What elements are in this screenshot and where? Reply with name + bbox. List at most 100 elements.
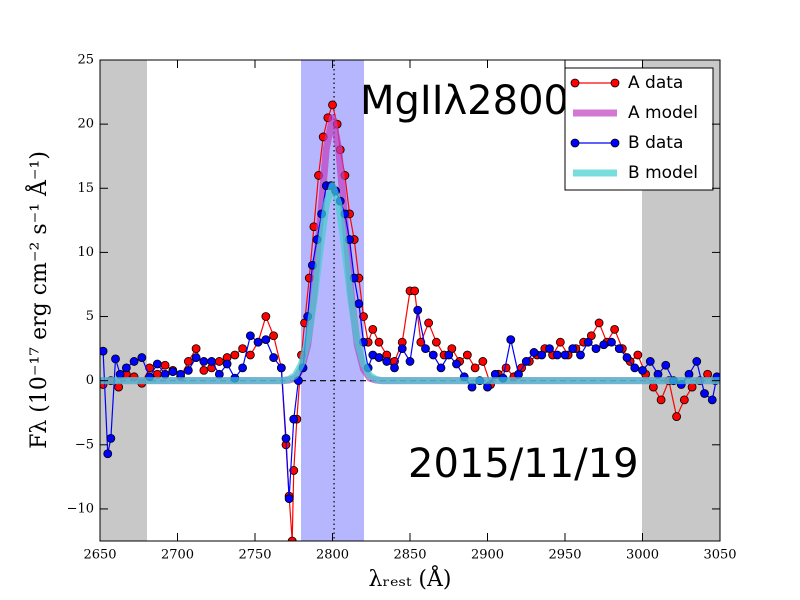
data-point	[424, 318, 434, 328]
x-tick-label: 2750	[238, 548, 271, 563]
data-point	[594, 318, 604, 328]
data-point	[269, 353, 279, 362]
data-point	[545, 344, 554, 354]
data-point	[160, 360, 170, 370]
data-point	[410, 286, 420, 296]
data-point	[374, 337, 384, 347]
legend-swatch	[610, 78, 620, 88]
data-point	[160, 369, 170, 379]
data-point	[390, 363, 399, 373]
data-point	[176, 369, 186, 379]
data-point	[328, 100, 337, 110]
data-point	[359, 312, 368, 321]
data-point	[281, 433, 291, 443]
model-line	[100, 182, 720, 385]
data-point	[470, 363, 480, 373]
data-point	[261, 335, 271, 345]
data-point	[568, 344, 578, 354]
data-point	[483, 382, 492, 392]
data-point	[269, 331, 279, 341]
data-point	[648, 382, 658, 392]
data-point	[630, 363, 640, 373]
data-point	[238, 344, 248, 354]
data-point	[591, 344, 601, 354]
data-point	[576, 350, 585, 360]
data-point	[645, 357, 655, 366]
data-point	[478, 357, 488, 366]
data-point	[703, 369, 712, 379]
data-point	[289, 466, 299, 475]
y-tick-label: 15	[77, 181, 94, 196]
legend-swatch	[570, 138, 580, 148]
data-point	[207, 357, 217, 366]
data-point	[661, 360, 671, 370]
y-tick-label: 25	[77, 53, 94, 68]
y-tick-label: 20	[77, 117, 94, 132]
legend-label: A data	[628, 73, 683, 93]
legend-label: B model	[628, 163, 698, 183]
data-point	[191, 353, 201, 362]
data-point	[152, 369, 162, 379]
data-point	[253, 337, 263, 347]
data-point	[397, 344, 407, 354]
data-point	[431, 337, 441, 347]
legend-swatch	[610, 138, 620, 148]
legend-label: A model	[628, 103, 698, 123]
data-point	[129, 357, 139, 366]
data-point	[490, 369, 500, 379]
data-point	[183, 366, 193, 375]
data-point	[622, 353, 632, 362]
data-point	[368, 324, 378, 334]
data-point	[374, 353, 384, 362]
data-point	[354, 299, 364, 309]
data-point	[413, 305, 423, 315]
data-point	[607, 337, 616, 347]
data-point	[583, 337, 593, 347]
data-point	[707, 395, 717, 405]
data-point	[700, 389, 709, 398]
data-point	[684, 369, 694, 379]
data-point	[230, 350, 240, 360]
data-point	[245, 350, 255, 360]
data-point	[214, 369, 224, 379]
data-point	[614, 344, 624, 354]
data-point	[428, 350, 438, 360]
data-point	[421, 344, 430, 354]
x-axis-label: λᵣₑₛₜ (Å)	[369, 564, 452, 592]
legend-label: B data	[628, 133, 683, 153]
data-point	[114, 382, 123, 392]
legend-swatch	[570, 78, 580, 88]
data-point	[653, 369, 663, 379]
data-point	[382, 357, 392, 366]
x-tick-label: 2900	[471, 548, 504, 563]
y-axis-label: Fλ (10⁻¹⁷ erg cm⁻² s⁻¹ Å⁻¹)	[24, 151, 52, 449]
data-point	[638, 366, 647, 375]
annotation: 2015/11/19	[408, 441, 639, 487]
data-point	[183, 357, 193, 366]
data-point	[436, 363, 446, 373]
x-tick-label: 2950	[548, 548, 581, 563]
data-point	[238, 363, 248, 373]
data-point	[103, 449, 113, 459]
data-point	[672, 412, 681, 421]
data-point	[537, 350, 547, 360]
data-point	[692, 357, 702, 366]
x-tick-label: 3050	[703, 548, 736, 563]
data-point	[214, 357, 224, 366]
data-point	[168, 367, 178, 377]
x-tick-label: 2800	[316, 548, 349, 563]
shaded-region	[100, 60, 147, 541]
data-point	[610, 324, 619, 334]
data-point	[100, 346, 108, 356]
data-point	[679, 395, 689, 405]
x-tick-label: 3000	[626, 548, 659, 563]
y-tick-label: 0	[86, 373, 94, 388]
data-point	[191, 344, 201, 354]
data-point	[467, 382, 477, 392]
data-point	[222, 359, 232, 369]
data-point	[121, 363, 131, 373]
data-point	[106, 433, 116, 443]
y-tick-label: −10	[67, 501, 94, 516]
x-tick-label: 2850	[393, 548, 426, 563]
data-point	[687, 382, 697, 392]
